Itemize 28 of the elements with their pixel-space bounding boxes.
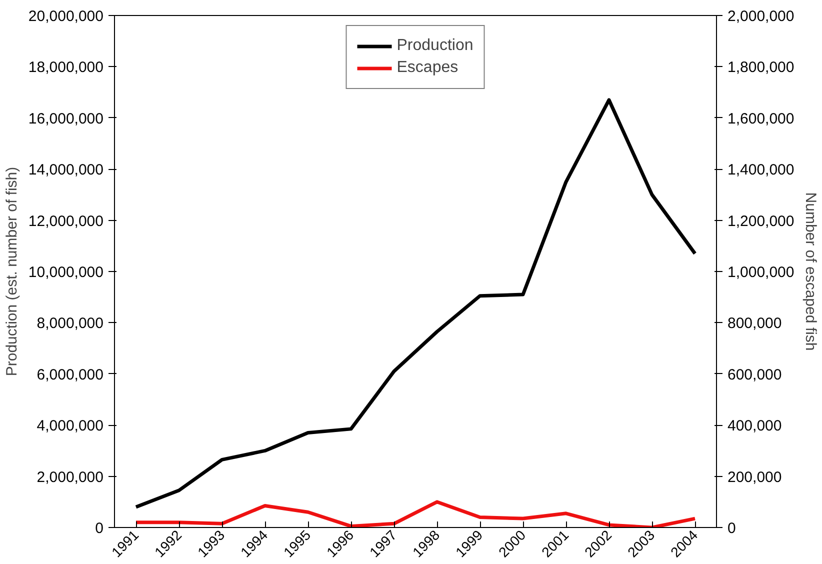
- y2-tick-label: 1,800,000: [728, 59, 794, 76]
- line-series: [134, 98, 697, 509]
- y-tick-label: 14,000,000: [28, 162, 104, 179]
- y2-tick-label: 1,000,000: [728, 264, 794, 281]
- legend-label: Escapes: [396, 59, 458, 77]
- y-tick-label: 16,000,000: [28, 110, 104, 128]
- y2-axis-title: Number of escaped fish: [802, 192, 820, 351]
- y-tick-label: 6,000,000: [36, 366, 104, 384]
- y-axis-title: Production (est. number of fish): [3, 166, 20, 376]
- y-tick-label: 0: [95, 520, 104, 537]
- y2-tick-label: 1,200,000: [728, 212, 794, 230]
- y2-tick-label: 2,000,000: [728, 8, 794, 25]
- y2-tick-label: 1,400,000: [728, 162, 794, 179]
- y-tick-label: 10,000,000: [28, 264, 104, 281]
- y2-tick-label: 800,000: [728, 315, 782, 332]
- y2-tick-label: 600,000: [728, 366, 782, 384]
- y-tick-label: 2,000,000: [36, 468, 104, 486]
- y-tick-label: 20,000,000: [28, 8, 104, 25]
- y2-tick-label: 400,000: [728, 418, 782, 435]
- line-series: [134, 500, 697, 528]
- y2-tick-label: 1,600,000: [728, 110, 794, 128]
- y-tick-label: 12,000,000: [28, 212, 104, 230]
- y-tick-label: 8,000,000: [36, 315, 104, 332]
- y2-tick-label: 0: [728, 520, 736, 537]
- y-tick-label: 4,000,000: [36, 418, 104, 435]
- legend-label: Production: [396, 37, 474, 55]
- y-tick-label: 18,000,000: [28, 59, 104, 76]
- y2-tick-label: 200,000: [728, 468, 782, 486]
